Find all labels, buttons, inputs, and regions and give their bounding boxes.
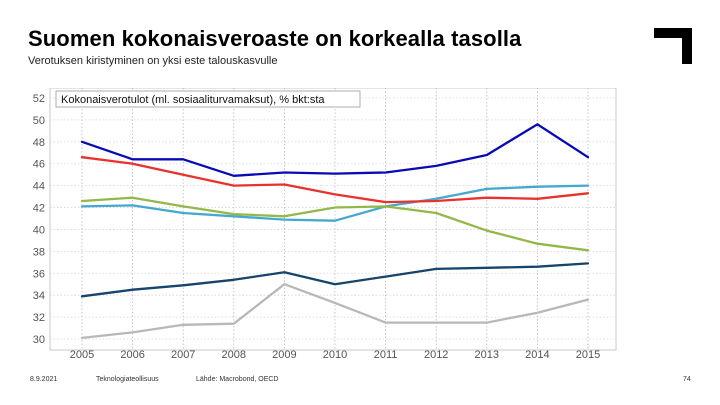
footer-organization: Teknologiateollisuus <box>96 376 159 383</box>
x-tick-label: 2015 <box>576 349 600 361</box>
y-tick-label: 46 <box>33 159 45 171</box>
slide-title: Suomen kokonaisveroaste on korkealla tas… <box>28 26 522 51</box>
y-tick-label: 42 <box>33 203 45 215</box>
x-tick-label: 2014 <box>525 349 549 361</box>
y-tick-label: 30 <box>33 334 45 346</box>
series-line-norja <box>80 196 590 252</box>
x-tick-label: 2013 <box>475 349 499 361</box>
y-tick-label: 36 <box>33 268 45 280</box>
corner-bracket-logo-icon <box>654 28 692 64</box>
series-line-ruotsi <box>80 156 590 204</box>
y-tick-label: 50 <box>33 115 45 127</box>
series-line-suomi <box>80 184 590 222</box>
y-tick-label: 32 <box>33 312 45 324</box>
y-tick-label: 40 <box>33 224 45 236</box>
chart-title: Kokonaisverotulot (ml. sosiaaliturvamaks… <box>61 94 325 106</box>
series-line-tanska <box>80 123 590 177</box>
x-tick-label: 2008 <box>222 349 246 361</box>
slide-subtitle: Verotuksen kiristyminen on yksi este tal… <box>28 55 278 67</box>
x-tick-label: 2005 <box>70 349 94 361</box>
y-tick-label: 44 <box>33 181 45 193</box>
x-tick-label: 2006 <box>120 349 144 361</box>
footer-date: 8.9.2021 <box>30 376 58 383</box>
y-tick-label: 52 <box>33 93 45 105</box>
y-tick-label: 48 <box>33 137 45 149</box>
line-chart: 52 50 48 46 44 42 40 38 36 34 32 30 2005 2006 2007 200… <box>33 88 617 361</box>
series-line-viro <box>80 283 590 340</box>
x-tick-label: 2009 <box>272 349 296 361</box>
x-tick-label: 2012 <box>424 349 448 361</box>
x-tick-label: 2007 <box>171 349 195 361</box>
chart-title-box <box>55 90 361 108</box>
series-line-saksa <box>80 262 590 298</box>
plot-area <box>49 88 617 351</box>
y-tick-label: 38 <box>33 246 45 258</box>
footer-source: Lähde: Macrobond, OECD <box>196 376 279 383</box>
y-tick-label: 34 <box>33 290 45 302</box>
page-number: 74 <box>683 376 691 383</box>
x-tick-label: 2010 <box>323 349 347 361</box>
x-tick-label: 2011 <box>374 349 398 361</box>
